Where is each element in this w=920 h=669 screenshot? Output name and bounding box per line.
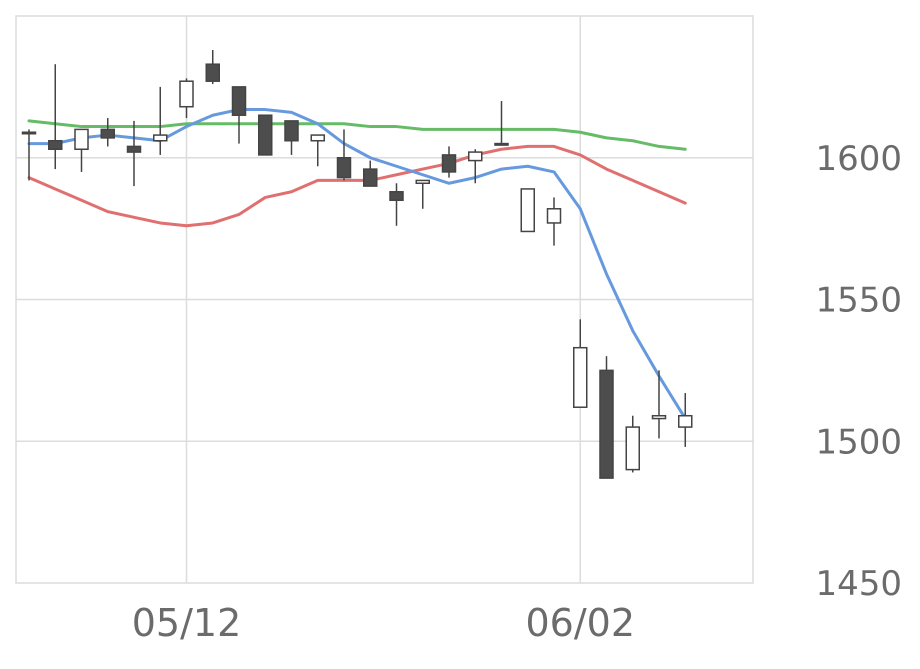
candle-body-up — [74, 128, 89, 150]
candle — [179, 78, 194, 119]
candle — [520, 188, 535, 233]
candle-body-up — [153, 134, 168, 142]
plot-area-frame — [15, 15, 754, 584]
candle-body-up — [546, 208, 562, 224]
y-tick-label-3: 1600 — [815, 139, 902, 179]
candle-body-up — [310, 134, 325, 142]
candle — [100, 118, 115, 147]
candle-body-down — [599, 369, 614, 479]
candle — [468, 149, 483, 184]
candle-body-down — [363, 168, 378, 187]
candle-body-up — [520, 188, 535, 233]
x-tick-label-0: 05/12 — [132, 601, 242, 645]
candle-body-up — [625, 426, 640, 471]
candle-body-up — [179, 80, 194, 108]
candle-body-down — [100, 128, 115, 139]
y-tick-label-0: 1450 — [815, 564, 902, 604]
candle — [441, 146, 457, 178]
candle — [231, 86, 247, 144]
candle — [21, 129, 37, 181]
candle — [153, 86, 168, 155]
candle-body-up — [415, 179, 430, 185]
candle-body-down — [48, 139, 63, 150]
candle — [573, 319, 588, 408]
candle — [74, 128, 89, 172]
candle — [546, 197, 562, 246]
candle — [336, 129, 352, 181]
candle — [310, 134, 325, 167]
candle-body-down — [126, 145, 142, 153]
moving-average-lines — [27, 108, 687, 421]
candle — [363, 160, 378, 187]
candle-body-down — [336, 157, 352, 179]
candle-body-down — [205, 63, 220, 82]
candle — [415, 179, 430, 209]
candles — [21, 50, 693, 479]
x-tick-label-1: 06/02 — [525, 601, 635, 645]
line-ma-long — [27, 119, 687, 151]
candle-body-down — [284, 120, 299, 142]
candle — [284, 120, 299, 155]
line-ma-mid — [27, 144, 687, 228]
candle-body-down — [258, 114, 273, 156]
candle — [625, 415, 640, 473]
grid — [16, 16, 753, 583]
candle — [48, 64, 63, 170]
candle-body-up — [678, 414, 693, 428]
y-tick-label-2: 1550 — [815, 281, 902, 321]
candle — [599, 356, 614, 479]
y-axis-tick-labels: 1450 1500 1550 1600 — [815, 139, 902, 604]
candle-body-up — [494, 142, 509, 146]
x-axis-tick-labels: 05/12 06/02 — [132, 601, 635, 645]
candle — [678, 393, 693, 447]
candle — [205, 50, 220, 85]
candle-body-down — [389, 191, 404, 202]
candle — [494, 101, 509, 146]
line-ma-short — [27, 108, 687, 421]
candle-body-down — [441, 154, 457, 173]
candle — [651, 370, 667, 439]
candle — [258, 114, 273, 156]
candle — [389, 183, 404, 226]
candle-body-up — [21, 131, 37, 135]
candle-body-up — [573, 346, 588, 408]
candle-body-down — [231, 86, 247, 116]
candle-body-up — [651, 414, 667, 420]
candle — [126, 120, 142, 187]
candle-body-up — [468, 151, 483, 162]
y-tick-label-1: 1500 — [815, 422, 902, 462]
